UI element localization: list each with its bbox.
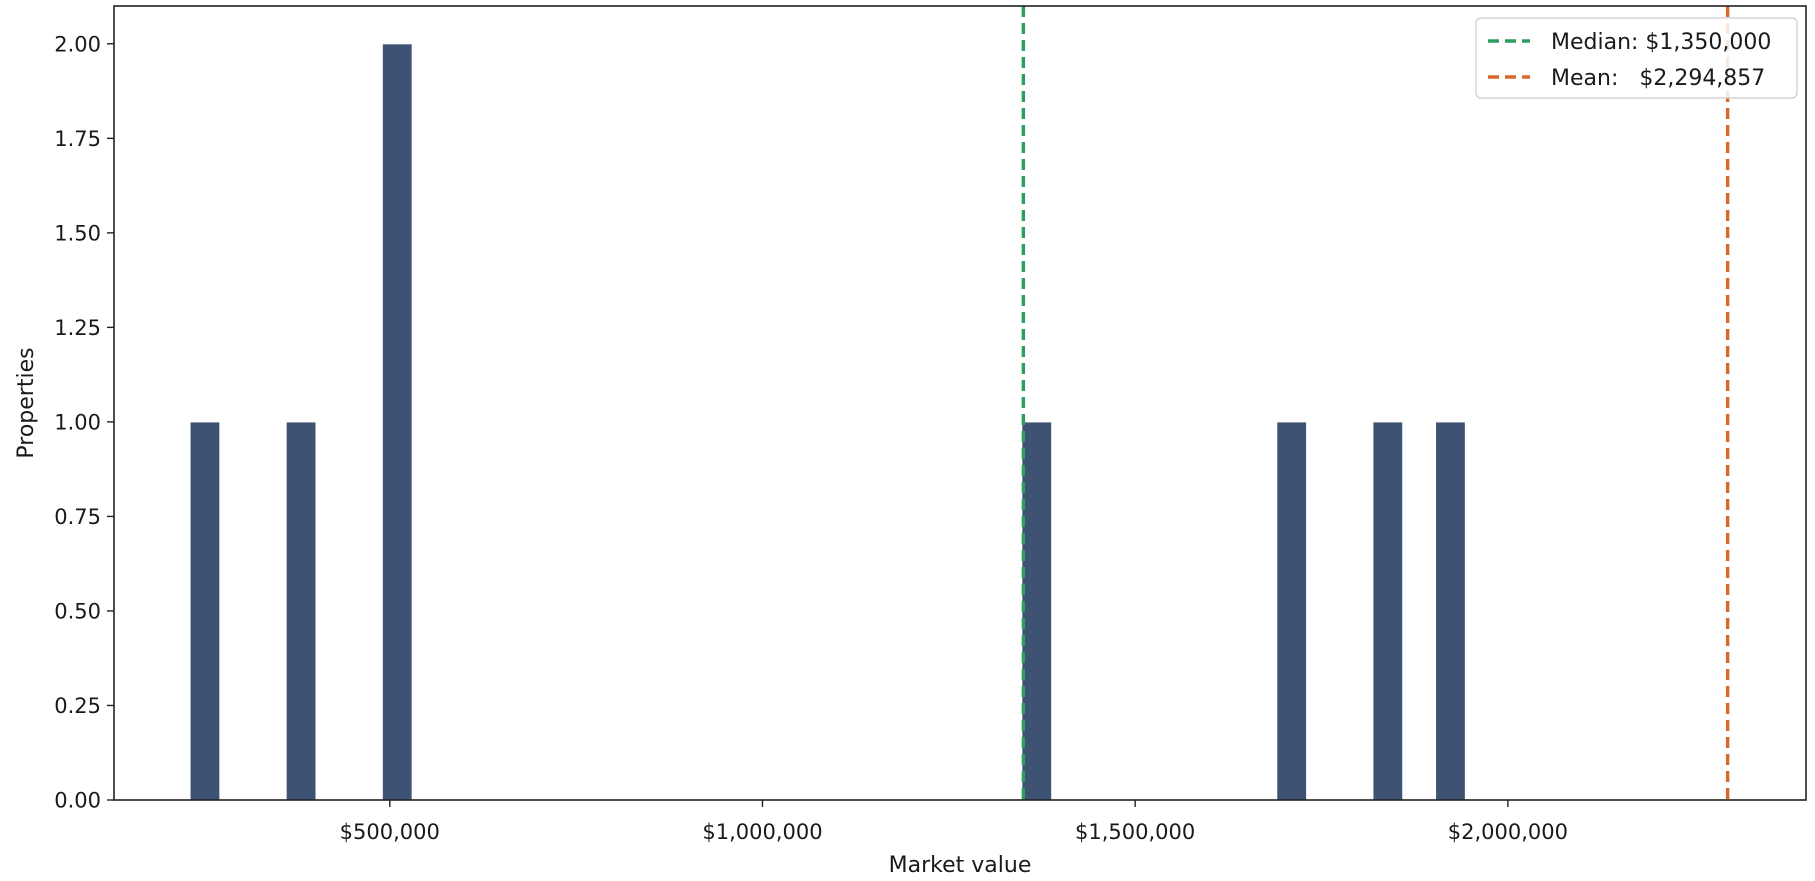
x-tick-label: $2,000,000 <box>1448 820 1568 844</box>
histogram-bar <box>285 421 317 801</box>
legend-box <box>1475 17 1798 99</box>
x-tick-label: $500,000 <box>340 820 440 844</box>
y-tick-label: 1.50 <box>54 221 101 245</box>
y-tick-label: 0.25 <box>54 694 101 718</box>
y-tick-label: 0.75 <box>54 505 101 529</box>
plot-frame <box>113 5 1807 801</box>
y-tick-label: 0.50 <box>54 599 101 623</box>
histogram-bar <box>1435 421 1466 801</box>
y-tick-label: 0.00 <box>54 789 101 813</box>
histogram-bar <box>381 43 413 801</box>
histogram-bar <box>1276 421 1308 801</box>
reference-lines-layer <box>1021 6 1730 800</box>
x-axis-ticks: $500,000 $1,000,000 $1,500,000 $2,000,000 <box>340 800 1568 844</box>
y-tick-label: 1.25 <box>54 316 101 340</box>
y-tick-label: 1.75 <box>54 127 101 151</box>
x-tick-label: $1,000,000 <box>702 820 822 844</box>
histogram-bar <box>1021 421 1053 801</box>
histogram-bar <box>1372 421 1404 801</box>
legend-label-mean: Mean: $2,294,857 <box>1551 66 1765 91</box>
y-axis-label: Properties <box>14 347 39 458</box>
legend: Median: $1,350,000 Mean: $2,294,857 <box>1475 17 1798 99</box>
y-tick-label: 2.00 <box>54 32 101 56</box>
legend-label-median: Median: $1,350,000 <box>1551 30 1771 55</box>
y-tick-label: 1.00 <box>54 410 101 434</box>
y-axis-ticks: 0.00 0.25 0.50 0.75 1.00 1.25 1.50 1.75 2.00 <box>54 32 114 813</box>
x-tick-label: $1,500,000 <box>1075 820 1195 844</box>
x-axis-label: Market value <box>889 853 1032 878</box>
bars-layer <box>189 43 1466 801</box>
histogram-bar <box>189 421 221 801</box>
